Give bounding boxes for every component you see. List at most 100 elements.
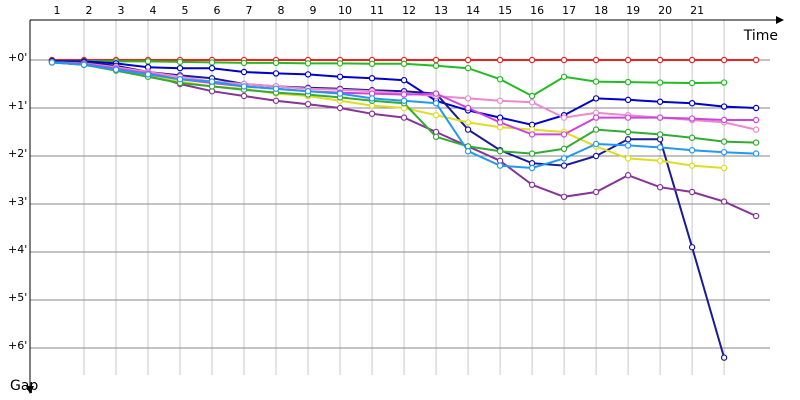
data-point: [528, 131, 536, 138]
data-point: [752, 126, 760, 133]
data-point: [592, 114, 600, 121]
x-tick-label: 2: [86, 4, 93, 17]
data-point: [656, 114, 664, 121]
data-point: [400, 76, 408, 84]
data-point: [720, 354, 728, 361]
data-point: [560, 193, 568, 201]
data-point: [432, 90, 440, 97]
data-point: [112, 66, 120, 73]
data-point: [464, 119, 472, 126]
data-point: [80, 61, 88, 68]
data-point: [432, 99, 440, 107]
data-point: [432, 111, 440, 119]
data-point: [176, 75, 184, 83]
data-point: [496, 56, 504, 64]
data-point: [304, 100, 312, 108]
y-tick-label: +6': [8, 339, 27, 352]
x-tick-label: 16: [530, 4, 544, 17]
x-tick-label: 17: [562, 4, 576, 17]
data-point: [688, 244, 696, 251]
data-point: [656, 56, 664, 64]
data-point: [304, 71, 312, 78]
data-point: [240, 68, 248, 76]
data-point: [528, 150, 536, 157]
data-point: [496, 148, 504, 155]
x-axis-title: Time: [743, 28, 778, 44]
data-point: [464, 104, 472, 112]
data-point: [496, 97, 504, 104]
x-tick-label: 8: [278, 4, 285, 17]
series-line: [51, 60, 726, 358]
data-point: [336, 73, 344, 80]
data-point: [624, 142, 632, 149]
data-point: [720, 56, 728, 64]
x-tick-label: 10: [338, 4, 352, 17]
x-tick-label: 7: [246, 4, 253, 17]
x-tick-label: 5: [182, 4, 189, 17]
data-point: [496, 119, 504, 126]
x-tick-label: 4: [150, 4, 157, 17]
data-point: [560, 145, 568, 153]
data-point: [656, 98, 664, 105]
y-tick-label: +1': [8, 99, 27, 112]
data-point: [720, 198, 728, 205]
x-tick-label: 21: [690, 4, 704, 17]
data-point: [144, 71, 152, 78]
x-tick-label: 18: [594, 4, 608, 17]
data-point: [272, 85, 280, 92]
data-point: [464, 56, 472, 64]
data-point: [720, 116, 728, 124]
data-point: [400, 60, 408, 68]
data-point: [208, 64, 216, 72]
data-point: [144, 58, 152, 65]
data-point: [656, 157, 664, 165]
data-point: [496, 75, 504, 83]
x-axis-arrow: [776, 16, 784, 24]
data-point: [336, 104, 344, 112]
data-point: [592, 152, 600, 160]
data-point: [688, 79, 696, 87]
y-tick-label: +2': [8, 147, 27, 160]
data-point: [560, 155, 568, 162]
data-point: [624, 114, 632, 121]
data-point: [240, 83, 248, 90]
y-tick-label: +0': [8, 51, 27, 64]
data-point: [400, 114, 408, 121]
data-point: [368, 60, 376, 68]
data-point: [752, 139, 760, 146]
data-point: [432, 56, 440, 64]
data-point: [592, 188, 600, 196]
data-point: [560, 56, 568, 64]
data-point: [400, 91, 408, 98]
data-point: [528, 99, 536, 106]
data-point: [240, 59, 248, 67]
x-tick-label: 3: [118, 4, 125, 17]
data-point: [464, 95, 472, 102]
x-tick-label: 6: [214, 4, 221, 17]
data-point: [560, 131, 568, 138]
data-point: [624, 128, 632, 136]
data-point: [272, 70, 280, 77]
x-tick-label: 9: [310, 4, 317, 17]
data-point: [432, 133, 440, 141]
y-axis-title: Gap: [10, 378, 38, 394]
data-point: [496, 162, 504, 169]
data-point: [176, 64, 184, 72]
data-point: [400, 97, 408, 104]
data-point: [272, 97, 280, 104]
data-point: [624, 155, 632, 162]
data-point: [688, 56, 696, 64]
data-point: [720, 79, 728, 86]
data-point: [720, 138, 728, 145]
data-point: [240, 92, 248, 100]
data-point: [624, 96, 632, 104]
data-point: [688, 188, 696, 196]
data-point: [592, 126, 600, 133]
data-point: [592, 78, 600, 85]
data-point: [272, 59, 280, 67]
x-tick-label: 13: [434, 4, 448, 17]
data-point: [688, 99, 696, 107]
x-tick-label: 12: [402, 4, 416, 17]
data-point: [752, 104, 760, 112]
